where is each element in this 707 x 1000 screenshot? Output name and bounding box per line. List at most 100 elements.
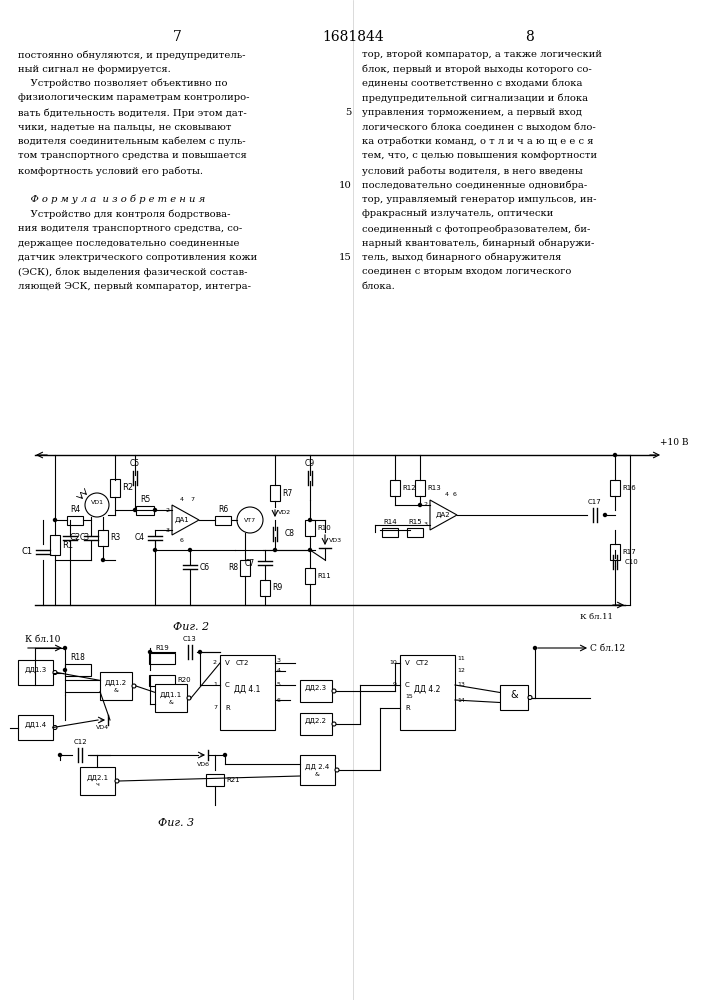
Text: СТ2: СТ2 <box>236 660 250 666</box>
Bar <box>610 544 620 560</box>
Text: держащее последовательно соединенные: держащее последовательно соединенные <box>18 238 240 247</box>
Text: соединенный с фотопреобразователем, би-: соединенный с фотопреобразователем, би- <box>362 224 590 233</box>
Circle shape <box>64 647 66 650</box>
Bar <box>610 480 620 496</box>
Text: ч: ч <box>95 782 100 788</box>
Text: ДД1.3: ДД1.3 <box>24 666 47 673</box>
Text: C7: C7 <box>245 558 255 568</box>
Text: физиологическим параметрам контролиро-: физиологическим параметрам контролиро- <box>18 94 250 103</box>
Text: фракрасный излучатель, оптически: фракрасный излучатель, оптически <box>362 210 554 219</box>
Text: чики, надетые на пальцы, не сковывают: чики, надетые на пальцы, не сковывают <box>18 122 231 131</box>
Bar <box>149 674 175 686</box>
Text: водителя соединительным кабелем с пуль-: водителя соединительным кабелем с пуль- <box>18 137 245 146</box>
Bar <box>240 560 250 576</box>
Circle shape <box>332 689 336 693</box>
Circle shape <box>53 670 57 674</box>
Text: логического блока соединен с выходом бло-: логического блока соединен с выходом бло… <box>362 122 596 131</box>
Bar <box>206 774 224 786</box>
Circle shape <box>115 779 119 783</box>
Text: C10: C10 <box>625 559 638 565</box>
Text: ДД1.1: ДД1.1 <box>160 692 182 698</box>
Text: C1: C1 <box>22 548 33 556</box>
Text: последовательно соединенные одновибра-: последовательно соединенные одновибра- <box>362 180 588 190</box>
Circle shape <box>308 518 312 522</box>
Text: C: C <box>405 682 410 688</box>
Text: датчик электрического сопротивления кожи: датчик электрического сопротивления кожи <box>18 253 257 262</box>
Text: R7: R7 <box>282 488 292 497</box>
Text: ДД 4.1: ДД 4.1 <box>234 685 261 694</box>
Text: Устройство для контроля бодрствова-: Устройство для контроля бодрствова- <box>18 210 230 219</box>
Circle shape <box>534 647 537 650</box>
Text: С бл.12: С бл.12 <box>590 644 625 653</box>
Bar <box>110 479 120 497</box>
Text: 2: 2 <box>213 660 217 666</box>
Text: ка отработки команд, о т л и ч а ю щ е е с я: ка отработки команд, о т л и ч а ю щ е е… <box>362 137 593 146</box>
Circle shape <box>148 650 151 654</box>
Text: R10: R10 <box>317 525 331 531</box>
Bar <box>300 755 335 785</box>
Text: R5: R5 <box>140 494 150 504</box>
Circle shape <box>153 508 156 512</box>
Text: Фиг. 3: Фиг. 3 <box>158 818 194 828</box>
Text: &: & <box>510 690 518 700</box>
Circle shape <box>187 696 191 700</box>
Bar <box>400 655 455 730</box>
Circle shape <box>134 508 136 512</box>
Circle shape <box>54 518 57 522</box>
Text: 3: 3 <box>424 522 428 528</box>
Bar <box>500 685 528 710</box>
Text: R2: R2 <box>122 484 133 492</box>
Bar <box>215 516 231 524</box>
Text: 6: 6 <box>277 698 281 702</box>
Text: 10: 10 <box>339 180 352 190</box>
Circle shape <box>59 754 62 756</box>
Text: R3: R3 <box>110 534 120 542</box>
Bar <box>270 485 280 501</box>
Text: 6: 6 <box>453 492 457 497</box>
Bar <box>136 506 154 514</box>
Circle shape <box>223 754 226 756</box>
Text: К бл.11: К бл.11 <box>580 613 613 621</box>
Text: 1681844: 1681844 <box>322 30 384 44</box>
Bar <box>18 660 53 685</box>
Text: C17: C17 <box>588 499 602 505</box>
Text: R15: R15 <box>408 520 422 526</box>
Text: 13: 13 <box>457 682 465 688</box>
Text: СТ2: СТ2 <box>416 660 429 666</box>
Text: R20: R20 <box>177 677 191 683</box>
Text: V: V <box>405 660 410 666</box>
Circle shape <box>199 650 201 654</box>
Circle shape <box>153 548 156 552</box>
Text: ДА2: ДА2 <box>436 512 450 518</box>
Circle shape <box>102 558 105 562</box>
Text: ДД 2.4: ДД 2.4 <box>305 764 329 770</box>
Circle shape <box>132 684 136 688</box>
Text: 2: 2 <box>166 508 170 512</box>
Text: Устройство позволяет объективно по: Устройство позволяет объективно по <box>18 79 228 89</box>
Text: соединен с вторым входом логического: соединен с вторым входом логического <box>362 267 571 276</box>
Text: комфортность условий его работы.: комфортность условий его работы. <box>18 166 203 176</box>
Circle shape <box>237 507 263 533</box>
Text: ляющей ЭСК, первый компаратор, интегра-: ляющей ЭСК, первый компаратор, интегра- <box>18 282 251 291</box>
Text: вать бдительность водителя. При этом дат-: вать бдительность водителя. При этом дат… <box>18 108 247 117</box>
Bar <box>18 715 53 740</box>
Polygon shape <box>172 505 199 535</box>
Text: R4: R4 <box>70 504 80 514</box>
Text: 4: 4 <box>445 492 449 497</box>
Text: C2: C2 <box>70 534 81 542</box>
Text: К бл.10: К бл.10 <box>25 635 60 644</box>
Text: нарный квантователь, бинарный обнаружи-: нарный квантователь, бинарный обнаружи- <box>362 238 595 248</box>
Text: &: & <box>114 688 119 692</box>
Text: C12: C12 <box>74 739 87 745</box>
Bar <box>407 528 423 536</box>
Text: 4: 4 <box>180 497 184 502</box>
Text: 1: 1 <box>213 682 217 688</box>
Bar <box>50 535 60 555</box>
Text: ДА1: ДА1 <box>175 517 189 523</box>
Bar <box>98 530 108 546</box>
Text: 2: 2 <box>424 502 428 508</box>
Text: Фиг. 2: Фиг. 2 <box>173 622 209 632</box>
Text: тель, выход бинарного обнаружителя: тель, выход бинарного обнаружителя <box>362 253 561 262</box>
Text: R21: R21 <box>226 777 240 783</box>
Text: 15: 15 <box>339 253 352 262</box>
